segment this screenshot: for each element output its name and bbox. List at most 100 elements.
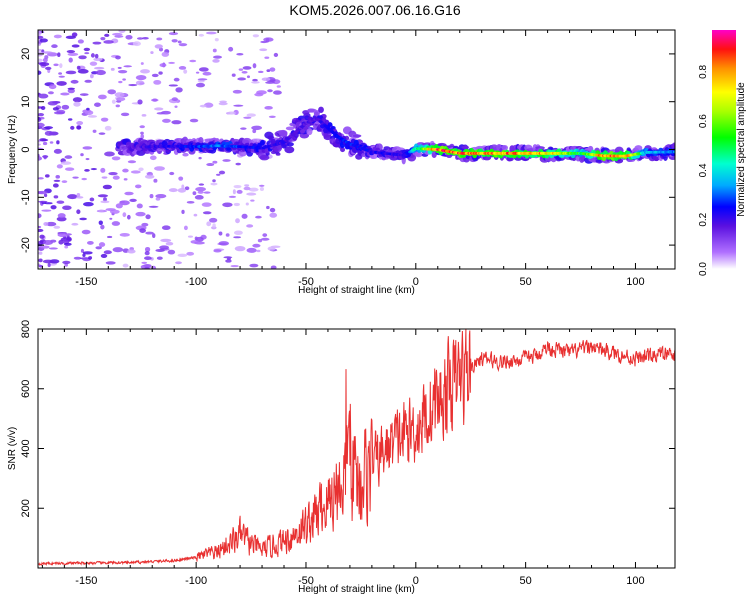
noise-blob — [108, 171, 118, 176]
noise-blob — [56, 216, 67, 222]
noise-blob — [218, 102, 228, 106]
snr-panel: -150 -100 -50 0 50 100 200 400 600 800 Height of s… — [7, 320, 676, 595]
noise-blob — [103, 40, 114, 44]
noise-blob — [80, 248, 84, 253]
noise-blob — [38, 190, 48, 195]
noise-blob — [122, 168, 129, 173]
colorbar-label: Normalized spectral amplitude — [736, 82, 747, 217]
noise-blob — [84, 110, 94, 116]
ridge-halo — [579, 155, 585, 163]
noise-blob — [222, 159, 231, 162]
noise-blob — [120, 112, 130, 117]
noise-blob — [76, 125, 82, 130]
ridge-mid — [259, 139, 265, 146]
noise-blob — [186, 201, 195, 204]
noise-blob — [124, 191, 134, 196]
noise-blob — [67, 87, 76, 90]
noise-blob — [115, 203, 123, 209]
noise-blob — [92, 129, 97, 133]
ridge-halo — [340, 147, 346, 153]
noise-blob — [216, 173, 221, 176]
noise-blob — [145, 231, 154, 235]
colorbar-gradient — [712, 30, 736, 269]
noise-blob — [198, 183, 205, 186]
noise-blob — [171, 97, 178, 102]
noise-blob — [38, 112, 45, 117]
noise-blob — [55, 175, 60, 179]
noise-blob — [53, 148, 62, 154]
noise-blob — [192, 191, 197, 196]
noise-blob — [264, 105, 273, 110]
noise-blob — [122, 78, 126, 81]
noise-blob — [234, 246, 246, 252]
noise-blob — [251, 81, 260, 84]
noise-blob — [155, 194, 167, 199]
noise-blob — [195, 82, 205, 88]
ridge-halo — [278, 129, 288, 137]
noise-blob — [122, 263, 129, 268]
noise-blob — [63, 242, 72, 246]
noise-blob — [154, 166, 165, 171]
noise-blob — [177, 40, 182, 44]
noise-blob — [177, 253, 188, 258]
noise-blob — [47, 91, 54, 95]
noise-blob — [114, 35, 124, 38]
noise-blob — [168, 188, 178, 193]
noise-blob — [161, 51, 170, 57]
noise-blob — [44, 130, 54, 136]
ridge-halo — [306, 128, 313, 136]
noise-blob — [175, 87, 183, 93]
noise-blob — [83, 47, 91, 52]
noise-blob — [156, 112, 165, 115]
noise-blob — [194, 236, 198, 241]
noise-blob — [212, 48, 217, 53]
snr-xlabel: Height of straight line (km) — [298, 584, 415, 595]
noise-blob — [214, 37, 219, 42]
noise-blob — [236, 189, 243, 194]
noise-blob — [233, 184, 242, 189]
ridge-halo — [285, 126, 295, 131]
noise-blob — [47, 101, 58, 106]
noise-blob — [103, 250, 112, 255]
spec-xtick-label: -50 — [298, 276, 314, 288]
noise-blob — [38, 200, 48, 203]
noise-blob — [44, 174, 50, 178]
noise-blob — [127, 160, 137, 164]
noise-blob — [111, 156, 121, 161]
noise-blob — [165, 241, 174, 246]
spec-xtick-label: 100 — [626, 276, 644, 288]
noise-blob — [257, 70, 264, 74]
noise-blob — [145, 214, 151, 220]
noise-blob — [107, 89, 117, 95]
noise-blob — [71, 44, 80, 48]
noise-blob — [118, 30, 126, 34]
noise-blob — [269, 207, 276, 213]
noise-blob — [195, 186, 206, 192]
noise-blob — [144, 250, 150, 256]
noise-blob — [46, 221, 57, 227]
noise-blob — [248, 187, 259, 192]
noise-blob — [112, 175, 120, 180]
ridge-halo — [307, 108, 317, 113]
noise-blob — [67, 118, 73, 121]
noise-blob — [122, 212, 127, 218]
noise-blob — [97, 194, 109, 198]
noise-blob — [195, 71, 200, 74]
noise-blob — [38, 177, 44, 180]
noise-blob — [38, 93, 49, 99]
snr-xtick-label: -100 — [185, 575, 207, 587]
noise-blob — [58, 72, 63, 75]
noise-blob — [84, 168, 90, 172]
noise-blob — [61, 180, 68, 184]
noise-blob — [107, 235, 113, 239]
noise-blob — [171, 120, 182, 125]
noise-blob — [202, 211, 212, 215]
noise-blob — [218, 170, 226, 175]
noise-blob — [153, 79, 162, 85]
noise-blob — [135, 75, 147, 81]
noise-blob — [123, 65, 132, 68]
snr-xtick-label: 0 — [413, 575, 419, 587]
noise-blob — [232, 89, 242, 94]
snr-xtick-label: -50 — [298, 575, 314, 587]
